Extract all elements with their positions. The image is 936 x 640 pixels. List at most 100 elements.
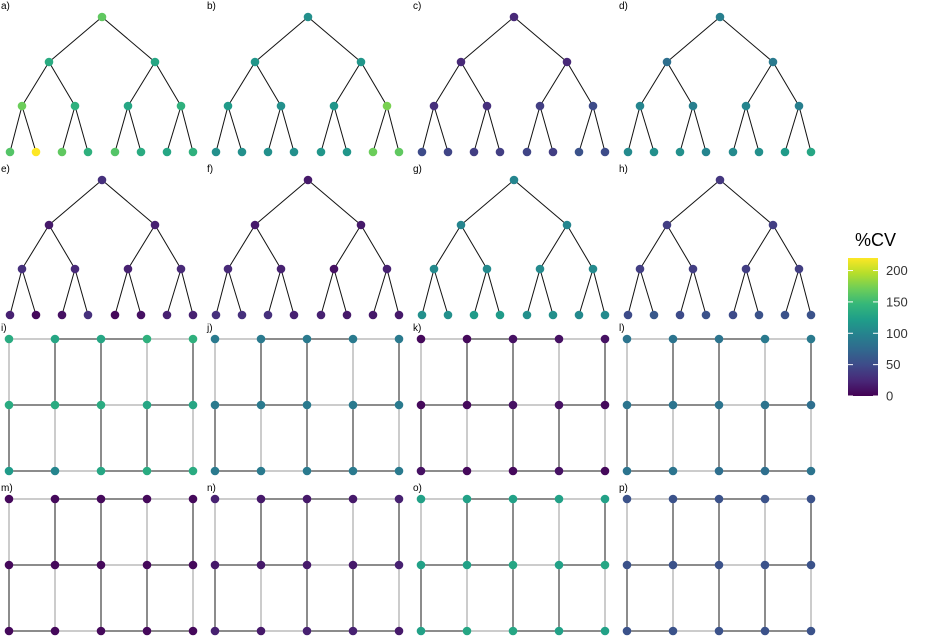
legend-colorbar [848,258,878,396]
network-node [136,147,146,157]
network-node [142,400,152,410]
network-edge [666,224,694,270]
network-edge [360,224,388,270]
network-node [150,57,160,67]
panel-label: f) [207,164,213,175]
network-node [237,147,247,157]
network-node [668,466,678,476]
network-edge [372,105,388,153]
network-node [622,466,632,476]
network-edge [666,16,721,63]
network-node [588,264,598,274]
network-node [649,147,659,157]
network-node [794,101,804,111]
network-node [57,310,67,320]
panel-label: g) [413,164,422,175]
network-edge [267,268,282,316]
panel-label: e) [1,164,10,175]
network-node [495,310,505,320]
panel-f: f) [207,164,404,320]
network-edge [539,105,554,153]
network-node [50,400,60,410]
network-node [303,175,313,185]
network-edge [101,16,156,63]
network-node [263,147,273,157]
panel-m: m) [1,483,198,636]
network-node [416,494,426,504]
network-node [794,264,804,274]
network-node [588,101,598,111]
color-legend: %CV 0 50 100 150 200 [848,230,908,404]
network-node [31,310,41,320]
network-node [754,147,764,157]
network-node [554,400,564,410]
network-node [482,264,492,274]
network-node [123,101,133,111]
network-node [303,12,313,22]
network-node [760,560,770,570]
network-node [562,220,572,230]
network-node [462,400,472,410]
network-node [508,466,518,476]
network-node [417,147,427,157]
network-node [223,264,233,274]
network-node [622,400,632,410]
network-node [302,334,312,344]
network-node [482,101,492,111]
network-edge [679,268,694,316]
network-node [210,494,220,504]
network-node [289,310,299,320]
network-edge [460,224,488,270]
network-node [188,466,198,476]
legend-ticks: 0 50 100 150 200 [848,263,908,404]
network-node [760,494,770,504]
network-edge [486,268,501,316]
network-node [188,626,198,636]
network-node [714,626,724,636]
network-node [44,57,54,67]
network-node [188,310,198,320]
network-edge [513,16,568,63]
network-node [623,147,633,157]
network-edge [592,105,606,153]
network-edge [48,16,103,63]
network-node [649,310,659,320]
network-node [635,101,645,111]
network-node [600,147,610,157]
network-node [806,147,816,157]
panel-label: d) [619,1,628,12]
legend-tick-label: 0 [886,389,893,404]
network-node [223,101,233,111]
network-node [50,466,60,476]
panel-n: n) [207,483,404,636]
network-node [50,626,60,636]
network-node [535,264,545,274]
network-node [768,57,778,67]
panel-label: h) [619,164,628,175]
panel-d: d) [619,1,816,157]
network-edge [333,61,362,107]
network-edge [433,224,462,270]
network-edge [267,105,282,153]
network-edge [74,268,89,316]
network-node [760,334,770,344]
network-edge [566,61,594,107]
network-node [600,626,610,636]
network-node [188,494,198,504]
network-node [456,220,466,230]
network-node [443,310,453,320]
network-node [429,264,439,274]
network-node [142,494,152,504]
network-node [142,626,152,636]
network-node [83,310,93,320]
network-node [668,334,678,344]
network-node [4,560,14,570]
network-node [368,310,378,320]
network-node [806,626,816,636]
network-edge [421,268,435,316]
network-node [429,101,439,111]
network-edge [433,268,449,316]
network-edge [433,61,462,107]
network-node [110,147,120,157]
network-edge [784,105,800,153]
